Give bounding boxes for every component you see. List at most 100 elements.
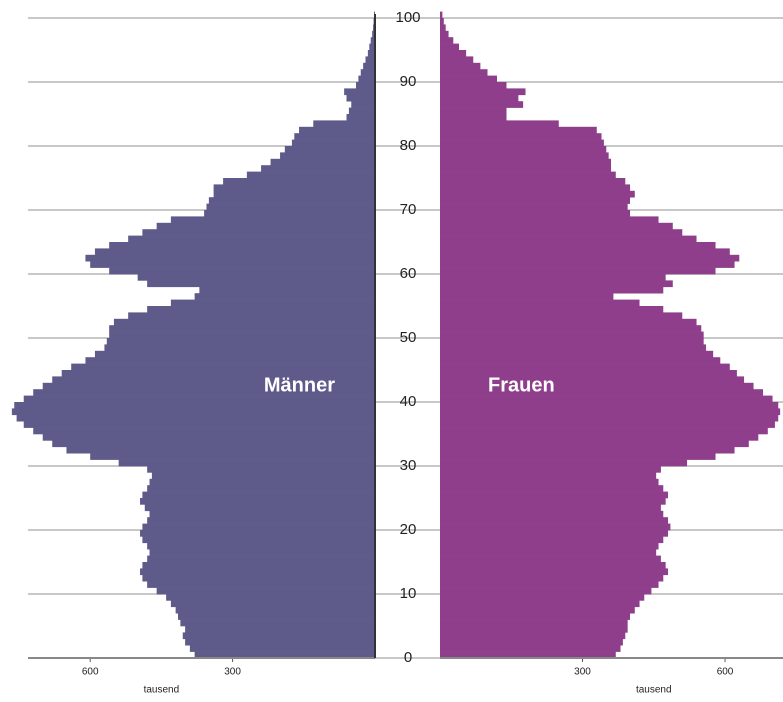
bar xyxy=(185,638,375,646)
bar xyxy=(52,440,376,448)
bar xyxy=(440,613,631,620)
bar xyxy=(440,242,716,249)
bar xyxy=(440,600,640,608)
bar xyxy=(440,542,659,550)
bar xyxy=(66,446,376,454)
bar xyxy=(440,574,664,582)
bar xyxy=(440,133,602,140)
bar xyxy=(440,645,621,652)
bar xyxy=(440,427,768,435)
bar xyxy=(149,478,375,486)
bar xyxy=(42,382,375,390)
bar xyxy=(440,203,628,211)
bar xyxy=(440,440,749,448)
bar xyxy=(358,75,375,83)
bar xyxy=(440,293,614,300)
x-tick-label: 600 xyxy=(82,667,99,678)
bar xyxy=(440,43,460,51)
bar xyxy=(440,587,652,595)
bar xyxy=(440,395,773,403)
bar xyxy=(166,594,375,601)
bar xyxy=(142,574,375,582)
bar xyxy=(440,37,454,44)
bar xyxy=(440,357,721,364)
bar xyxy=(140,498,375,505)
bar xyxy=(180,619,375,627)
bar xyxy=(440,69,488,76)
bar xyxy=(142,491,375,499)
bar xyxy=(71,363,376,371)
bar xyxy=(147,306,375,313)
bar xyxy=(147,581,375,588)
bar xyxy=(346,114,375,121)
bar xyxy=(367,50,375,57)
bar xyxy=(440,146,607,153)
y-tick-label: 20 xyxy=(400,521,417,538)
bar xyxy=(147,466,375,473)
bar xyxy=(440,306,664,313)
bar xyxy=(194,651,375,659)
bar xyxy=(440,56,474,64)
bar xyxy=(440,478,659,486)
bar xyxy=(149,549,375,556)
bar xyxy=(142,562,375,569)
bar xyxy=(348,107,375,115)
bar xyxy=(280,152,375,160)
bar xyxy=(440,344,707,352)
bar xyxy=(440,248,730,256)
bar xyxy=(440,222,673,230)
bar xyxy=(440,434,759,441)
bar xyxy=(109,242,375,249)
bar xyxy=(23,421,375,428)
bar xyxy=(440,318,697,326)
series-label: Männer xyxy=(264,374,335,396)
bar xyxy=(440,408,781,416)
bar xyxy=(440,594,645,601)
bar xyxy=(147,485,375,492)
y-tick-label: 10 xyxy=(400,585,417,602)
bar xyxy=(270,158,375,166)
bar xyxy=(440,555,661,563)
bar xyxy=(14,402,375,409)
bar xyxy=(149,510,375,518)
bar xyxy=(23,395,375,403)
y-tick-label: 60 xyxy=(400,265,417,282)
bar xyxy=(440,549,657,556)
bar xyxy=(291,139,375,147)
bar xyxy=(118,459,375,467)
bar xyxy=(440,24,446,32)
bar xyxy=(440,280,673,288)
bar xyxy=(370,37,375,44)
bar xyxy=(213,190,375,198)
bar xyxy=(440,158,612,166)
bar xyxy=(440,210,631,217)
bar xyxy=(313,120,375,128)
bar xyxy=(208,197,375,204)
bar xyxy=(346,94,375,102)
bar xyxy=(440,446,735,454)
bar xyxy=(206,203,375,211)
bar xyxy=(189,645,375,652)
bar xyxy=(440,325,702,332)
bar xyxy=(440,190,635,198)
bar xyxy=(440,459,688,467)
bar xyxy=(137,274,375,281)
bar xyxy=(440,606,635,614)
bar xyxy=(147,542,375,550)
y-tick-label: 40 xyxy=(400,393,417,410)
bar xyxy=(372,30,375,38)
bar xyxy=(440,472,657,480)
y-tick-label: 100 xyxy=(395,9,420,26)
bar xyxy=(440,568,669,576)
bar xyxy=(440,101,524,108)
x-axis-label: tausend xyxy=(144,685,180,696)
bar xyxy=(440,651,616,659)
bar xyxy=(440,274,666,281)
bar xyxy=(440,126,597,134)
bar xyxy=(106,338,375,345)
bar xyxy=(440,619,628,627)
bar xyxy=(440,299,640,307)
bar xyxy=(440,414,779,422)
bar xyxy=(33,427,376,435)
